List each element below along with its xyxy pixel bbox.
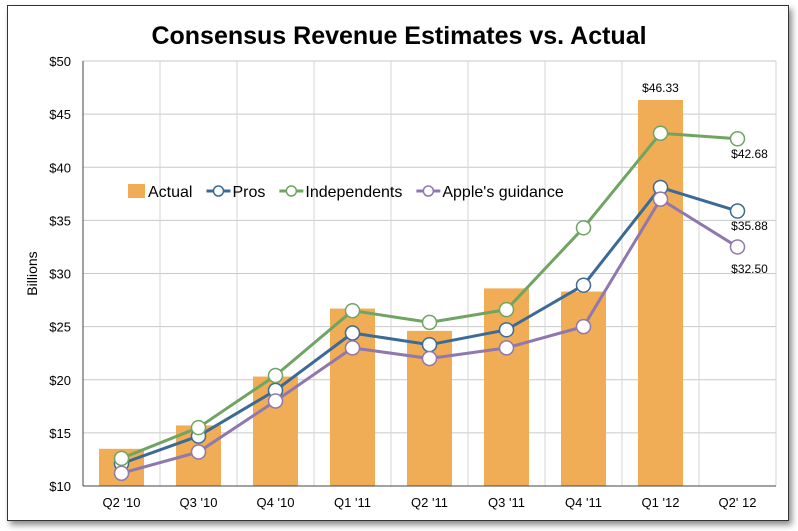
y-tick-label: $25 [49, 320, 71, 335]
y-tick-label: $15 [49, 426, 71, 441]
series-point [344, 302, 361, 319]
x-tick-label: Q2 '11 [411, 495, 448, 510]
y-tick-label: $30 [49, 267, 71, 282]
series-point [113, 465, 130, 481]
series-point [575, 277, 592, 293]
legend-label: Independents [305, 184, 402, 201]
legend-swatch-marker [212, 185, 225, 197]
legend-label: Actual [148, 184, 192, 201]
series-point [421, 314, 438, 331]
series-point [652, 125, 669, 141]
series-point [652, 191, 669, 207]
series-point [575, 220, 592, 236]
legend-swatch-bar [128, 184, 145, 198]
legend-swatch-marker [422, 185, 435, 197]
chart-title: Consensus Revenue Estimates vs. Actual [151, 22, 647, 50]
data-label: $46.33 [642, 81, 679, 95]
series-point [190, 419, 207, 436]
series-point [498, 322, 515, 338]
x-tick-label: Q2' 12 [719, 495, 757, 510]
legend-swatch-marker [285, 185, 298, 197]
series-point [498, 301, 515, 318]
legend-label: Apple's guidance [442, 184, 563, 201]
series-point [575, 318, 592, 335]
series-point [113, 450, 130, 467]
x-tick-label: Q1 '12 [642, 495, 680, 510]
series-point [190, 444, 207, 460]
y-tick-label: $10 [49, 479, 71, 494]
bar-actual [638, 99, 683, 487]
y-tick-label: $35 [49, 213, 71, 228]
x-tick-label: Q3 '10 [180, 495, 218, 510]
data-label: $42.68 [731, 147, 768, 161]
y-tick-label: $40 [49, 160, 71, 175]
y-tick-label: $45 [49, 107, 71, 122]
data-label: $35.88 [731, 219, 768, 233]
series-point [344, 340, 361, 356]
series-point [267, 367, 284, 384]
series-point [729, 203, 746, 219]
data-label: $32.50 [731, 262, 768, 276]
y-axis-label: Billions [24, 251, 40, 295]
x-tick-label: Q4 '10 [257, 495, 295, 510]
x-tick-label: Q1 '11 [334, 495, 371, 510]
y-tick-label: $20 [49, 373, 71, 388]
series-point [729, 239, 746, 255]
series-point [498, 340, 515, 356]
series-point [729, 131, 746, 147]
x-tick-label: Q4 '11 [565, 495, 602, 510]
x-tick-label: Q2 '10 [103, 495, 141, 510]
series-point [421, 350, 438, 367]
y-tick-label: $50 [49, 54, 71, 69]
legend-label: Pros [232, 184, 265, 201]
x-tick-label: Q3 '11 [488, 495, 525, 510]
bar-actual [484, 288, 529, 486]
series-point [267, 393, 284, 409]
series-point [421, 336, 438, 353]
series-point [344, 325, 361, 341]
